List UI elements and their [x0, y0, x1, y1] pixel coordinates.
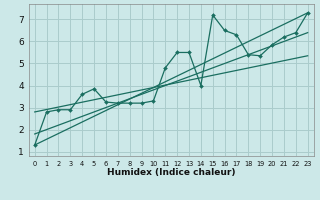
X-axis label: Humidex (Indice chaleur): Humidex (Indice chaleur) [107, 168, 236, 177]
